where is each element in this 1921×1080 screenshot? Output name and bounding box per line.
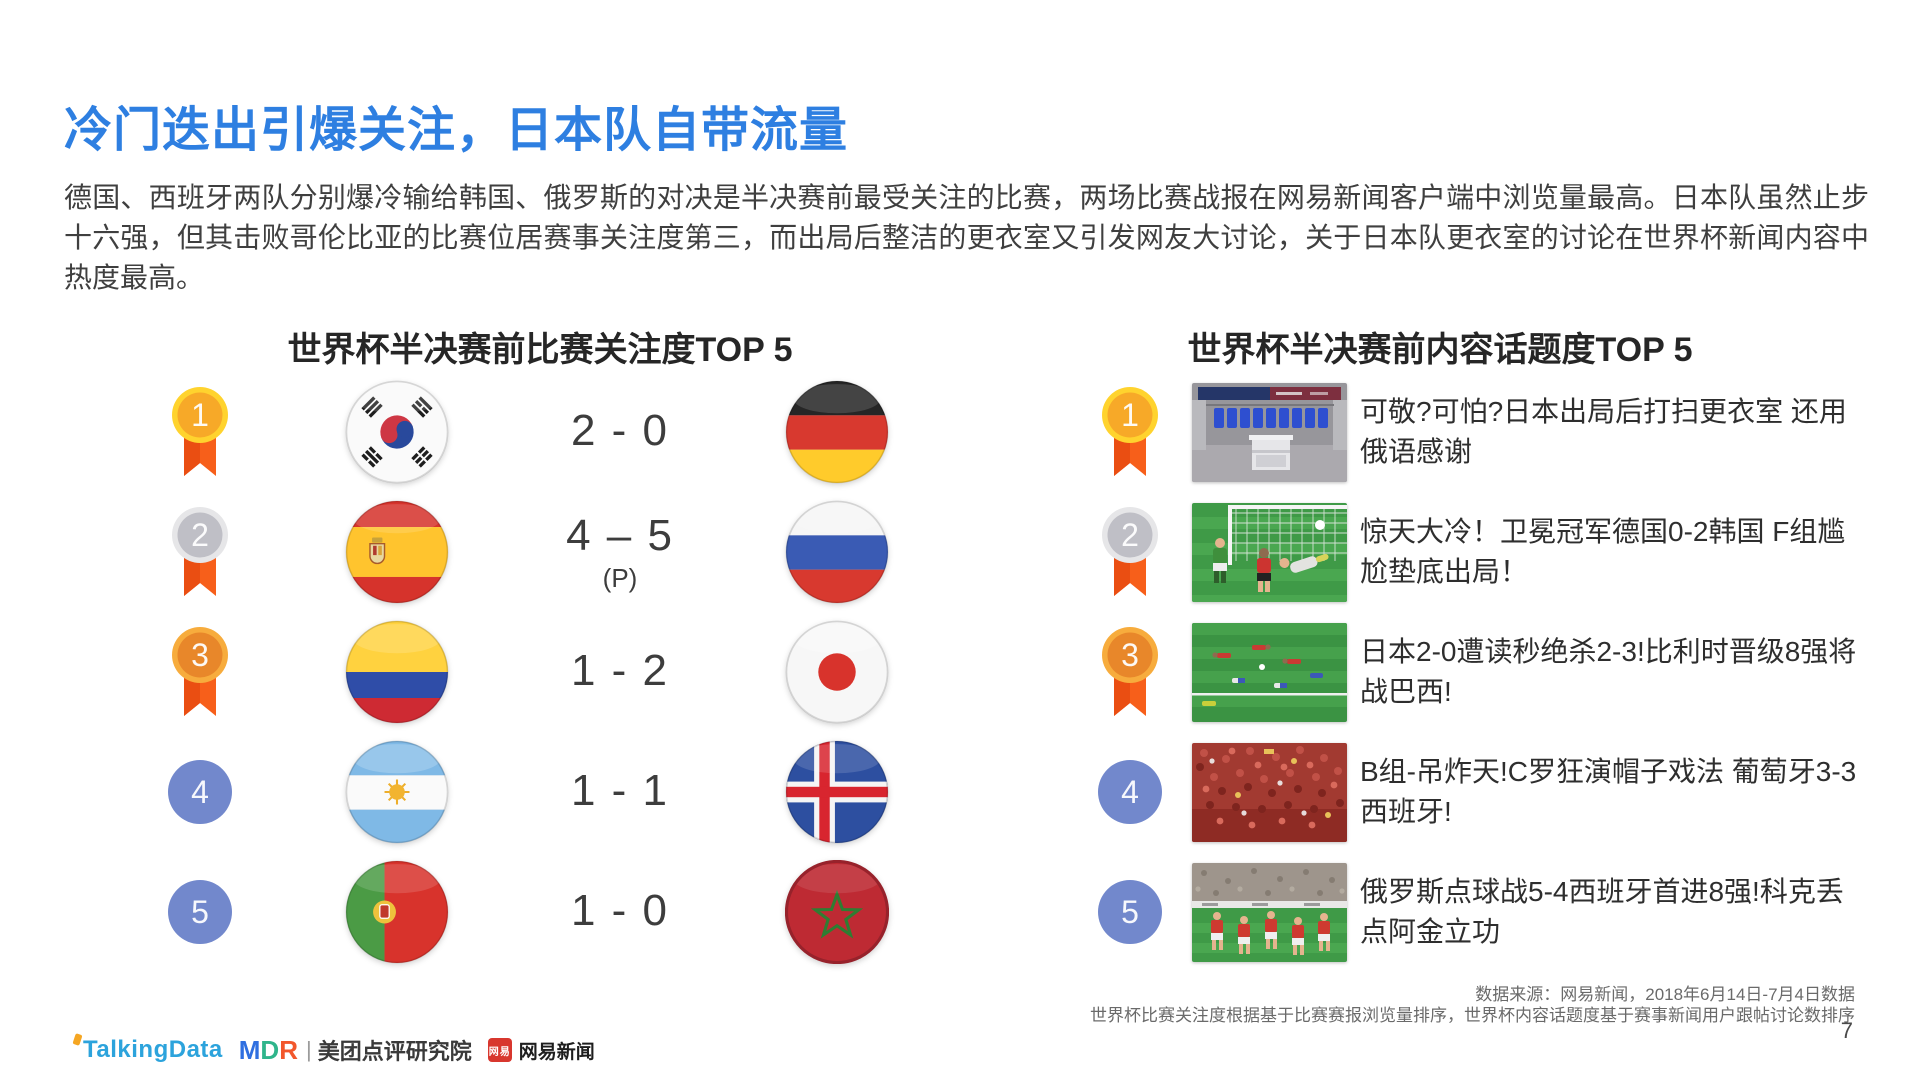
netease-news-logo: 网易 网易新闻 [487,1037,595,1064]
players-lying [1202,643,1323,706]
data-source-note: 数据来源：网易新闻，2018年6月14日-7月4日数据 世界杯比赛关注度根据基于… [1090,984,1855,1026]
topic-headline: 惊天大冷！卫冕冠军德国0-2韩国 F组尴尬垫底出局！ [1360,516,1846,587]
japan-flag [785,620,889,724]
netease-news-label: 网易新闻 [518,1041,595,1063]
topic-row-1: 1 可敬?可怕?日本出局后打扫更衣室 还用俄语感谢 [1098,372,1862,492]
portugal-flag [345,860,449,964]
topic-row-2: 2 [1098,492,1862,612]
rank-number: 4 [191,774,209,810]
rank-number: 1 [191,397,209,433]
silver-medal-icon: 2 [1102,507,1158,596]
rank-number: 2 [191,517,209,553]
rank-number: 3 [191,637,209,673]
rank-number: 5 [191,894,209,930]
match-score-1: 2 - 0 [530,406,710,458]
logo-divider: | [305,1037,312,1062]
topic-row-4: 4 [1098,732,1862,852]
topic-headline: 俄罗斯点球战5-4西班牙首进8强!科克丢点阿金立功 [1360,876,1844,947]
south-korea-flag [345,380,449,484]
match-score-4: 1 - 1 [530,766,710,818]
blue-rank-circle: 5 [168,880,232,944]
blue-rank-circle: 4 [1098,760,1162,824]
topic-headline: 日本2-0遭读秒绝杀2-3!比利时晋级8强将战巴西! [1360,636,1857,707]
blue-rank-circle: 5 [1098,880,1162,944]
topic-row-5: 5 俄罗斯点球战5-4西班牙首进8强!科克丢点 [1098,852,1862,972]
page-number: 7 [1840,1018,1853,1043]
bronze-medal-icon: 3 [1102,627,1158,716]
topic-headline: 可敬?可怕?日本出局后打扫更衣室 还用俄语感谢 [1360,396,1847,467]
netease-icon: 网易 [487,1038,512,1062]
mdr-letter-d: D [260,1034,280,1065]
morocco-flag [785,860,889,964]
score-text: 4 – 5 [566,510,674,560]
rank-number: 4 [1121,774,1139,810]
intro-paragraph: 德国、西班牙两队分别爆冷输给韩国、俄罗斯的对决是半决赛前最受关注的比赛，两场比赛… [64,182,1869,293]
germany-flag [785,380,889,484]
rank-number: 3 [1121,637,1139,673]
match-score-5: 1 - 0 [530,886,710,938]
source-line-2: 世界杯比赛关注度根据基于比赛赛报浏览量排序，世界杯内容话题度基于赛事新闻用户跟帖… [1090,1006,1855,1025]
score-text: 2 - 0 [570,406,670,455]
match-row-2: 2 4 – 5 (P) [130,492,910,612]
mdr-meituan-dianping-institute-logo: M D R | 美团点评研究院 [239,1034,472,1066]
topic-row-3: 3 日本2-0遭读秒绝杀2-3!比利时晋级8强将战巴西! [1098,612,1862,732]
thumbnail-portugal-spain-red-crowd [1192,742,1347,842]
silver-medal-icon: 2 [172,507,228,596]
match-row-4: 4 1 - 1 [130,732,910,852]
colombia-flag [345,620,449,724]
mdr-letter-m: M [238,1034,261,1065]
page-title: 冷门迭出引爆关注，日本队自带流量 [64,104,849,158]
player-korea-red [1257,547,1271,592]
iceland-flag [785,740,889,844]
match-score-2: 4 – 5 (P) [530,511,710,594]
score-text: 1 - 2 [570,646,670,695]
players-celebrating [1211,910,1330,955]
score-note: (P) [602,562,638,593]
match-row-3: 3 1 - 2 [130,612,910,732]
gold-medal-icon: 1 [172,387,228,476]
match-row-1: 1 2 [130,372,910,492]
spain-flag [345,500,449,604]
mdr-letter-r: R [279,1034,298,1065]
gold-medal-icon: 1 [1102,387,1158,476]
bronze-medal-icon: 3 [172,627,228,716]
thumbnail-japan-tidy-locker-room [1192,382,1347,482]
rank-number: 2 [1121,517,1139,553]
rank-number: 5 [1121,894,1139,930]
match-ranking-heading: 世界杯半决赛前比赛关注度TOP 5 [287,331,793,370]
player-germany-green [1213,537,1227,583]
thumbnail-germany-korea-goal-scene [1192,502,1347,602]
blue-rank-circle: 4 [168,760,232,824]
talkingdata-wordmark: TalkingData [83,1036,223,1063]
talkingdata-logo: TalkingData [72,1033,223,1064]
thumbnail-russia-team-celebration [1192,862,1347,962]
russia-flag [785,500,889,604]
spain-crest [369,537,386,565]
talkingdata-tick-icon [72,1033,83,1046]
source-line-1: 数据来源：网易新闻，2018年6月14日-7月4日数据 [1475,985,1855,1004]
score-text: 1 - 0 [570,886,670,935]
match-score-3: 1 - 2 [530,646,710,698]
meituan-institute-name: 美团点评研究院 [317,1039,472,1064]
topic-headline: B组-吊炸天!C罗狂演帽子戏法 葡萄牙3-3西班牙! [1360,756,1857,827]
thumbnail-japan-belgium-full-pitch [1192,622,1347,722]
score-text: 1 - 1 [570,766,670,815]
rank-number: 1 [1121,397,1139,433]
goalkeeper-diving [1279,553,1329,573]
topic-ranking-heading: 世界杯半决赛前内容话题度TOP 5 [1187,331,1693,370]
footer-logos: TalkingData M D R | 美团点评研究院 网易 网易新闻 [72,1033,595,1066]
match-row-5: 5 1 - 0 [130,852,910,972]
argentina-flag [345,740,449,844]
